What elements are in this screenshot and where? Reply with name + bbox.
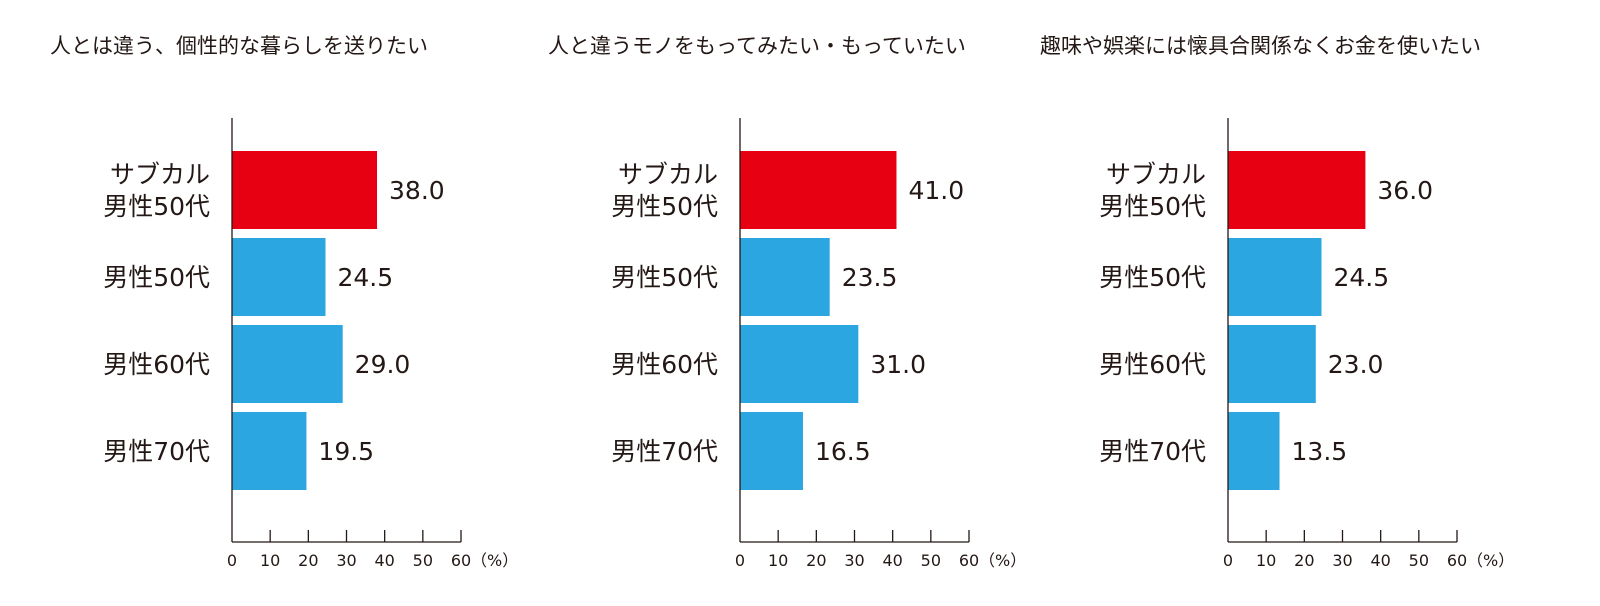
bar xyxy=(1228,412,1280,490)
category-label-line: 男性70代 xyxy=(1099,437,1206,466)
category-label-line: 男性70代 xyxy=(611,437,718,466)
bar xyxy=(1228,151,1366,229)
category-label: 男性50代 xyxy=(611,263,718,292)
category-label: サブカル男性50代 xyxy=(611,160,718,221)
category-label-line: 男性50代 xyxy=(1099,263,1206,292)
category-label: サブカル男性50代 xyxy=(103,160,210,221)
category-label: 男性70代 xyxy=(1099,437,1206,466)
bar xyxy=(1228,238,1322,316)
x-tick-label: 20 xyxy=(1294,551,1314,570)
x-unit-label: （%） xyxy=(1467,551,1514,570)
category-label: 男性60代 xyxy=(611,350,718,379)
x-tick-label: 10 xyxy=(768,551,788,570)
category-label-line: 男性50代 xyxy=(611,263,718,292)
data-label: 23.5 xyxy=(842,263,898,292)
x-unit-label: （%） xyxy=(471,551,518,570)
category-label-line: 男性60代 xyxy=(103,350,210,379)
category-label-line: 男性50代 xyxy=(1099,192,1206,221)
data-label: 38.0 xyxy=(389,176,445,205)
x-tick-label: 20 xyxy=(298,551,318,570)
bar xyxy=(1228,325,1316,403)
data-label: 23.0 xyxy=(1328,350,1384,379)
category-label: 男性50代 xyxy=(1099,263,1206,292)
x-tick-label: 50 xyxy=(1409,551,1429,570)
bar xyxy=(232,238,326,316)
data-label: 31.0 xyxy=(870,350,926,379)
bar xyxy=(740,238,830,316)
chart-title: 人と違うモノをもってみたい・もっていたい xyxy=(548,34,966,58)
category-label-line: 男性50代 xyxy=(103,192,210,221)
bar xyxy=(740,151,897,229)
data-label: 29.0 xyxy=(355,350,411,379)
x-tick-label: 60 xyxy=(451,551,471,570)
category-label-line: サブカル xyxy=(1106,160,1206,189)
category-label: 男性60代 xyxy=(1099,350,1206,379)
x-tick-label: 0 xyxy=(735,551,745,570)
x-tick-label: 60 xyxy=(1447,551,1467,570)
chart-title: 趣味や娯楽には懐具合関係なくお金を使いたい xyxy=(1040,34,1481,58)
category-label-line: 男性70代 xyxy=(103,437,210,466)
category-label-line: サブカル xyxy=(618,160,718,189)
category-label: サブカル男性50代 xyxy=(1099,160,1206,221)
data-label: 24.5 xyxy=(338,263,394,292)
category-label: 男性60代 xyxy=(103,350,210,379)
x-tick-label: 50 xyxy=(413,551,433,570)
x-tick-label: 30 xyxy=(336,551,356,570)
x-unit-label: （%） xyxy=(979,551,1026,570)
bar xyxy=(740,325,859,403)
chart-title: 人とは違う、個性的な暮らしを送りたい xyxy=(50,34,428,58)
bar xyxy=(232,412,307,490)
category-label-line: 男性60代 xyxy=(1099,350,1206,379)
x-tick-label: 40 xyxy=(882,551,902,570)
category-label-line: 男性60代 xyxy=(611,350,718,379)
x-tick-label: 0 xyxy=(1223,551,1233,570)
x-tick-label: 0 xyxy=(227,551,237,570)
data-label: 13.5 xyxy=(1292,437,1348,466)
x-tick-label: 60 xyxy=(959,551,979,570)
x-tick-label: 10 xyxy=(260,551,280,570)
data-label: 19.5 xyxy=(318,437,374,466)
bar xyxy=(740,412,803,490)
category-label-line: 男性50代 xyxy=(611,192,718,221)
data-label: 24.5 xyxy=(1334,263,1390,292)
data-label: 41.0 xyxy=(908,176,964,205)
data-label: 36.0 xyxy=(1377,176,1433,205)
category-label-line: 男性50代 xyxy=(103,263,210,292)
category-label: 男性50代 xyxy=(103,263,210,292)
bar xyxy=(232,151,378,229)
x-tick-label: 10 xyxy=(1256,551,1276,570)
category-label: 男性70代 xyxy=(103,437,210,466)
x-tick-label: 30 xyxy=(1332,551,1352,570)
category-label: 男性70代 xyxy=(611,437,718,466)
category-label-line: サブカル xyxy=(110,160,210,189)
bar xyxy=(232,325,343,403)
x-tick-label: 50 xyxy=(921,551,941,570)
x-tick-label: 40 xyxy=(374,551,394,570)
data-label: 16.5 xyxy=(815,437,871,466)
x-tick-label: 40 xyxy=(1370,551,1390,570)
x-tick-label: 30 xyxy=(844,551,864,570)
x-tick-label: 20 xyxy=(806,551,826,570)
